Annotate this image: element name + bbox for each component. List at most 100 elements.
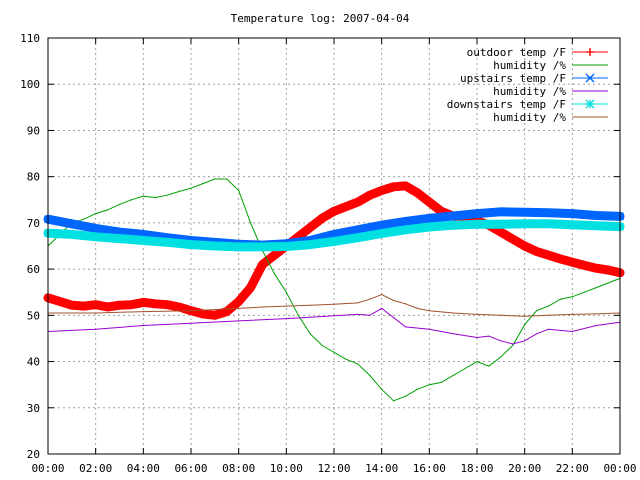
data-point	[338, 228, 347, 237]
x-tick-label: 10:00	[270, 462, 303, 475]
data-point	[544, 208, 553, 217]
data-point	[547, 208, 556, 217]
series-outdoor-temp	[43, 181, 625, 320]
data-point	[500, 314, 502, 316]
data-point	[309, 316, 311, 318]
data-point	[381, 388, 383, 390]
data-point	[512, 344, 514, 346]
data-point	[321, 344, 323, 346]
data-point	[238, 189, 240, 192]
data-point	[562, 209, 571, 218]
data-point	[95, 213, 97, 215]
data-point	[106, 209, 109, 211]
data-point	[535, 333, 538, 335]
data-point	[365, 223, 374, 232]
data-point	[226, 178, 228, 180]
data-point	[55, 217, 64, 226]
data-point	[247, 284, 255, 292]
legend-marker	[586, 48, 594, 56]
series-outdoor-humidity	[47, 178, 621, 402]
data-point	[256, 266, 264, 274]
data-point	[79, 222, 88, 231]
data-point	[538, 208, 547, 217]
data-point	[392, 299, 395, 302]
data-point	[550, 208, 559, 217]
data-point	[238, 320, 240, 322]
x-tick-label: 02:00	[79, 462, 112, 475]
data-point	[532, 208, 541, 217]
data-point	[428, 328, 430, 330]
data-point	[95, 312, 97, 314]
data-point	[359, 224, 368, 233]
data-point	[58, 218, 67, 227]
data-point	[347, 226, 356, 235]
data-point	[502, 207, 511, 216]
data-point	[499, 207, 508, 216]
legend-label: humidity /%	[493, 85, 566, 98]
y-tick-label: 50	[27, 309, 40, 322]
data-point	[381, 307, 383, 309]
data-point	[214, 178, 216, 180]
data-point	[583, 291, 585, 293]
data-point	[142, 324, 144, 327]
data-point	[547, 328, 550, 330]
series-layer	[43, 178, 625, 402]
data-point	[529, 208, 538, 217]
data-point	[392, 317, 395, 319]
data-point	[273, 273, 276, 275]
data-point	[500, 356, 502, 358]
data-point	[166, 194, 168, 196]
data-point	[369, 314, 371, 316]
data-point	[345, 358, 347, 360]
legend-label: humidity /%	[493, 111, 566, 124]
data-point	[404, 326, 407, 328]
x-tick-label: 04:00	[127, 462, 160, 475]
data-point	[333, 351, 335, 353]
data-point	[493, 208, 502, 217]
data-point	[601, 211, 610, 220]
data-point	[381, 293, 383, 296]
data-point	[404, 395, 407, 397]
data-point	[142, 311, 144, 313]
data-point	[344, 227, 353, 236]
data-point	[285, 305, 287, 307]
data-point	[595, 211, 604, 220]
plot-frame	[47, 37, 621, 455]
data-point	[350, 226, 359, 235]
data-point	[70, 220, 79, 229]
data-point	[392, 400, 395, 402]
x-axis-tick-labels: 00:00 02:00 04:00 06:00 08:00 10:00 12:00 14:00…	[31, 462, 636, 475]
data-point	[333, 315, 335, 317]
data-point	[357, 313, 359, 316]
data-point	[607, 282, 609, 284]
y-tick-label: 90	[27, 124, 40, 137]
data-point	[67, 219, 76, 228]
data-point	[85, 223, 94, 232]
data-point	[559, 298, 562, 300]
data-point	[505, 207, 514, 216]
y-axis-tick-labels: 20 30 40 50 60 70 80 90 100 110	[20, 32, 40, 461]
data-point	[154, 196, 156, 199]
data-point	[511, 208, 520, 217]
data-point	[238, 307, 240, 309]
data-point	[571, 330, 573, 333]
data-point	[190, 322, 192, 324]
data-point	[362, 224, 371, 233]
data-point	[595, 313, 597, 315]
data-point	[83, 218, 85, 220]
data-point	[571, 296, 573, 298]
y-tick-label: 40	[27, 356, 40, 369]
data-point	[190, 187, 192, 189]
data-point	[95, 328, 97, 330]
x-tick-label: 16:00	[413, 462, 446, 475]
data-point	[514, 208, 523, 217]
data-point	[416, 307, 419, 309]
data-point	[440, 381, 442, 383]
data-point	[595, 324, 597, 327]
data-point	[416, 388, 419, 390]
x-tick-label: 20:00	[508, 462, 541, 475]
data-point	[541, 208, 550, 217]
y-tick-label: 20	[27, 448, 40, 461]
data-point	[553, 209, 562, 218]
